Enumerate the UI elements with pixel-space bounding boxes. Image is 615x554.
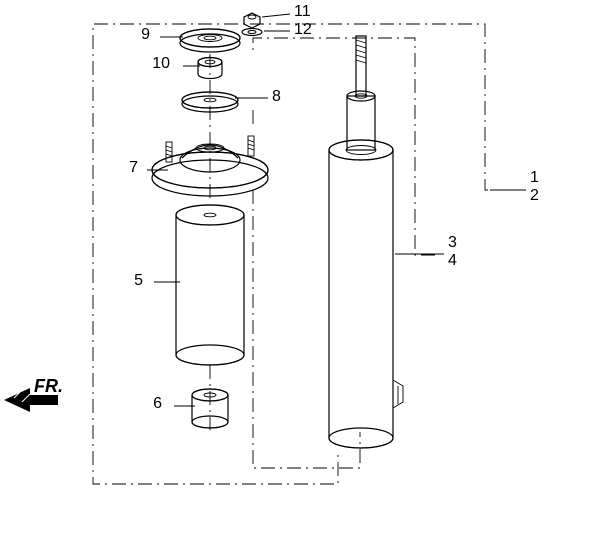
callout-5: 5 [134,272,143,289]
callout-11: 11 [294,3,311,20]
dust-cover [176,205,244,365]
front-indicator: FR. [4,376,63,412]
front-indicator-label: FR. [34,376,63,396]
callout-2: 2 [530,187,539,204]
callout-8: 8 [272,88,281,105]
callout-3: 3 [448,234,457,251]
hex-nut [244,13,260,28]
leader-11 [262,14,290,17]
inner-outline-3 [253,190,360,468]
parts-diagram: 1 2 3 4 5 6 7 8 9 10 11 12 FR. [0,0,615,554]
callout-1: 1 [530,169,539,186]
callout-4: 4 [448,252,457,269]
callout-10: 10 [152,55,170,72]
shock-absorber [329,36,403,448]
callout-9: 9 [141,26,150,43]
bearing-plate [180,29,240,52]
small-washer [242,29,262,36]
callout-7: 7 [129,159,138,176]
callout-12: 12 [294,21,312,38]
callout-6: 6 [153,395,162,412]
inner-outline [253,38,435,255]
